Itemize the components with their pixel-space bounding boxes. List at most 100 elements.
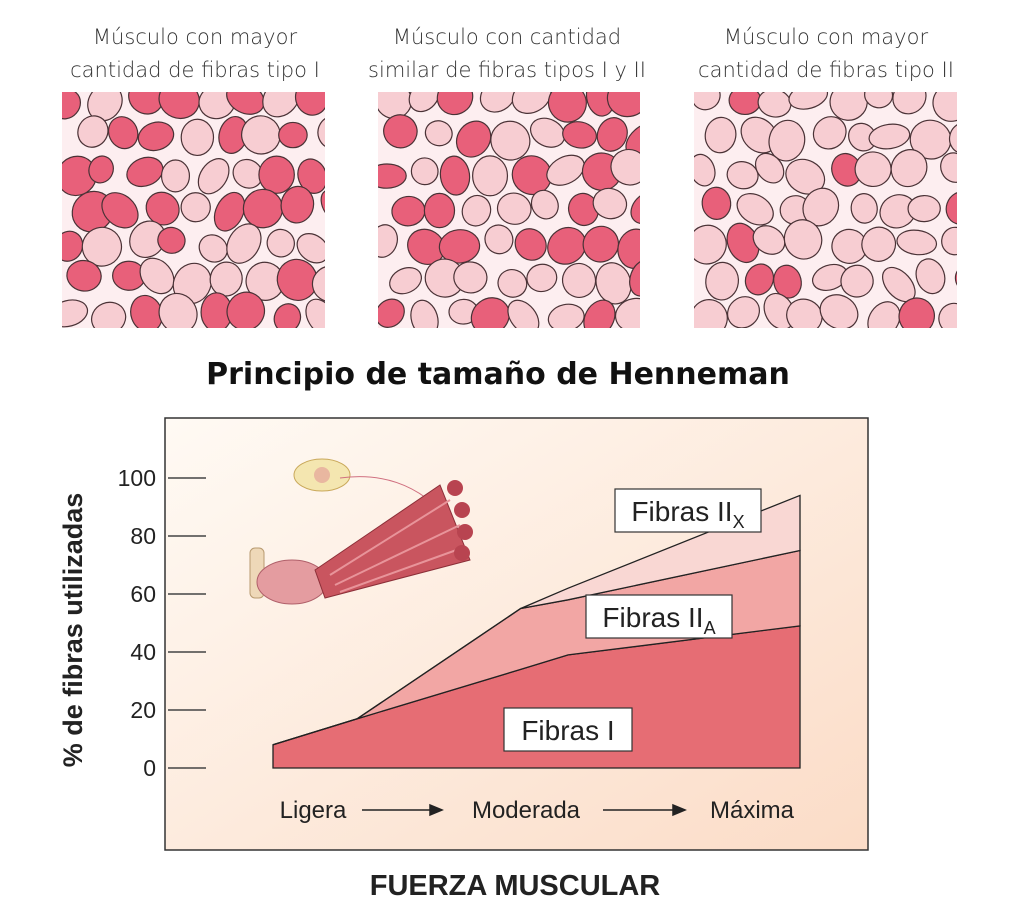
cell: [90, 301, 127, 328]
cell: [383, 114, 418, 149]
x-label: Moderada: [472, 797, 581, 824]
cell: [378, 298, 405, 328]
cell: [410, 299, 439, 328]
cell: [297, 158, 325, 194]
cell: [226, 291, 266, 328]
cell: [410, 157, 439, 186]
cell: [757, 92, 792, 118]
caption: Músculo con mayor: [93, 25, 298, 49]
cell: [273, 303, 302, 328]
cell: [726, 296, 760, 328]
caption: Músculo con mayor: [724, 25, 929, 49]
cell: [81, 226, 123, 267]
cell: [786, 298, 823, 328]
cell: [424, 120, 453, 147]
cell: [812, 116, 847, 150]
y-axis-label: % de fibras utilizadas: [58, 493, 88, 768]
label-box: [503, 707, 633, 752]
cell: [617, 228, 640, 270]
x-arrows: [362, 803, 687, 817]
cell: [479, 92, 516, 113]
muscle-illustration: [249, 458, 473, 605]
cell: [305, 298, 325, 328]
cell: [389, 267, 423, 295]
cell: [592, 187, 628, 220]
cell: [948, 122, 957, 154]
legend-label: Fibras I: [521, 715, 614, 746]
cell: [561, 262, 597, 298]
cell: [932, 92, 957, 122]
cell: [526, 263, 558, 293]
cell: [783, 219, 823, 260]
cell: [940, 152, 957, 183]
cell: [701, 186, 732, 220]
legend-subscript: A: [704, 618, 716, 638]
cell: [280, 185, 315, 224]
cell: [736, 193, 774, 226]
area: [272, 494, 801, 746]
cell: [819, 294, 859, 328]
cell: [126, 156, 164, 188]
cell: [848, 122, 877, 152]
cell: [546, 154, 585, 186]
cell: [438, 229, 481, 264]
cell: [744, 263, 775, 296]
cell: [850, 193, 878, 224]
cell: [867, 301, 901, 328]
cell: [453, 261, 488, 294]
cell: [728, 92, 762, 116]
cell: [596, 117, 628, 152]
cell: [296, 233, 325, 264]
cell: [62, 92, 82, 120]
cell: [497, 269, 528, 298]
cell: [88, 155, 114, 184]
caption: similar de fibras tipos I y II: [368, 58, 646, 82]
label-box: [585, 594, 733, 639]
cell: [320, 189, 325, 225]
caption: Músculo con cantidad: [393, 25, 621, 49]
cell: [490, 120, 531, 161]
cell: [241, 115, 281, 155]
y-tick-label: 0: [143, 755, 156, 781]
cell: [614, 297, 640, 328]
cell: [101, 192, 139, 229]
y-tick-label: 20: [130, 697, 156, 723]
cell: [606, 92, 640, 118]
cell: [530, 189, 559, 220]
cell: [896, 229, 938, 256]
cell: [705, 261, 740, 301]
cell: [129, 220, 166, 259]
cell: [139, 257, 175, 295]
caption: cantidad de fibras tipo I: [70, 58, 320, 82]
legend-name: Fibras II: [631, 496, 732, 527]
y-tick-label: 100: [118, 465, 156, 491]
cell: [562, 121, 597, 149]
cell: [496, 192, 532, 225]
cell: [157, 226, 186, 254]
legend-name: Fibras I: [521, 715, 614, 746]
cell: [547, 226, 587, 265]
cell: [829, 92, 868, 121]
label-box: [614, 488, 762, 533]
cell: [66, 259, 102, 292]
cell: [278, 121, 308, 149]
cell: [180, 118, 215, 157]
cell: [892, 92, 927, 115]
tissue-panels: [62, 92, 957, 328]
cell: [945, 191, 957, 225]
cell: [754, 152, 785, 184]
y-tick-label: 80: [130, 523, 156, 549]
cell: [266, 228, 295, 258]
cell: [197, 158, 230, 195]
cell: [547, 92, 587, 123]
legend-label: Fibras IIA: [602, 602, 715, 638]
cell: [378, 163, 407, 189]
legend-name: Fibras II: [602, 602, 703, 633]
cell: [938, 302, 957, 328]
cell: [160, 159, 191, 193]
cell: [907, 194, 941, 223]
tissue: [378, 92, 640, 328]
cell: [788, 92, 829, 110]
